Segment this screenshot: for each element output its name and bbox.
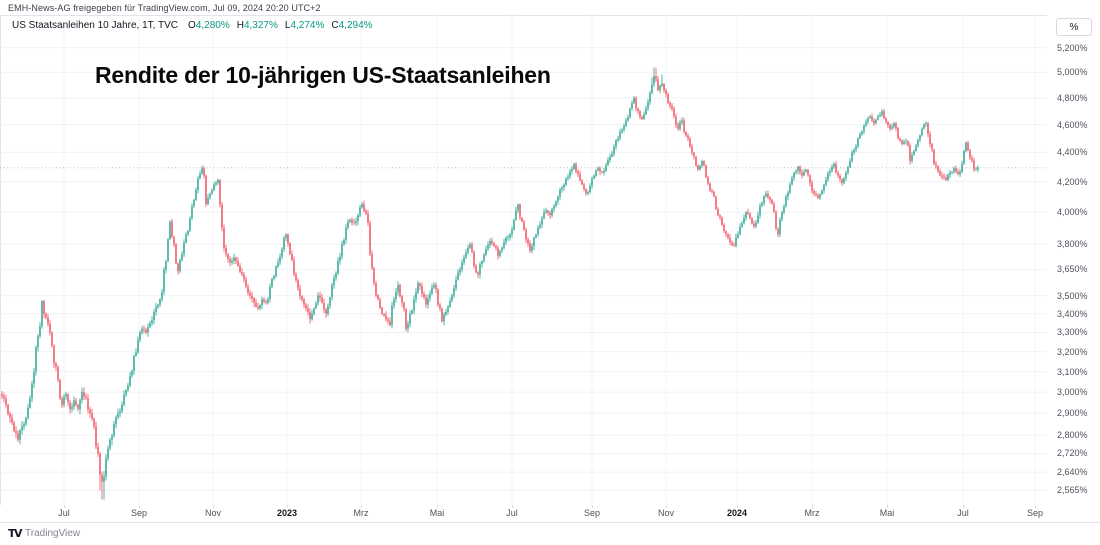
symbol-title: US Staatsanleihen 10 Jahre, 1T, TVC (12, 20, 179, 31)
time-tick-label: Nov (657, 508, 675, 518)
time-tick-mark (1035, 505, 1036, 508)
attribution-text: EMH-News-AG freigegeben für TradingView.… (8, 3, 321, 13)
time-tick-mark (963, 505, 964, 508)
price-tick-label: 2,800% (1057, 430, 1088, 440)
time-tick-label: Nov (204, 508, 222, 518)
tradingview-logo-link[interactable]: TV TradingView (8, 527, 80, 540)
price-tick-label: 3,300% (1057, 327, 1088, 337)
time-tick-mark (213, 505, 214, 508)
time-tick-label: Mai (879, 508, 895, 518)
ohlc-l: L4,274% (284, 20, 325, 31)
price-tick-label: 4,200% (1057, 177, 1088, 187)
price-tick-label: 3,650% (1057, 264, 1088, 274)
ohlc-h: H4,327% (236, 20, 278, 31)
time-tick-label: Jul (58, 508, 70, 518)
time-tick-label: Jul (957, 508, 969, 518)
time-tick-mark (592, 505, 593, 508)
time-tick-mark (437, 505, 438, 508)
frame-top (0, 15, 1100, 16)
price-axis[interactable]: % 5,200% 5,000% 4,800% 4,600% 4,400% 4,200% 4,… (1047, 15, 1100, 522)
price-tick-label: 4,600% (1057, 120, 1088, 130)
time-tick-label: Mrz (804, 508, 820, 518)
price-tick-label: 2,900% (1057, 408, 1088, 418)
time-tick-mark (361, 505, 362, 508)
time-tick-mark (666, 505, 667, 508)
price-tick-label: 2,565% (1057, 485, 1088, 495)
ohlc-o: O4,280% (188, 20, 230, 31)
frame-bottom (0, 522, 1100, 523)
time-tick-label: 2024 (726, 508, 748, 518)
time-tick-label: Jul (506, 508, 518, 518)
price-tick-label: 3,800% (1057, 239, 1088, 249)
time-tick-label: Mrz (353, 508, 369, 518)
time-tick-label: Sep (130, 508, 148, 518)
time-axis[interactable]: Jul Sep Nov 2023 Mrz Mai Jul Sep Nov 2024 Mrz Mai Ju… (0, 505, 1047, 522)
chart-headline: Rendite der 10-jährigen US-Staatsanleihe… (95, 62, 551, 88)
price-tick-label: 4,800% (1057, 93, 1088, 103)
time-tick-mark (64, 505, 65, 508)
time-tick-mark (812, 505, 813, 508)
time-tick-label: Sep (1026, 508, 1044, 518)
price-tick-label: 5,200% (1057, 43, 1088, 53)
price-tick-label: 5,000% (1057, 67, 1088, 77)
tradingview-brand-text: TradingView (25, 528, 81, 539)
time-tick-label: 2023 (276, 508, 298, 518)
time-tick-label: Mai (429, 508, 445, 518)
price-tick-label: 4,000% (1057, 207, 1088, 217)
symbol-legend: US Staatsanleihen 10 Jahre, 1T, TVC O4,28… (12, 20, 380, 31)
price-tick-label: 2,720% (1057, 448, 1088, 458)
time-tick-label: Sep (583, 508, 601, 518)
percent-scale-button[interactable]: % (1056, 18, 1092, 36)
time-tick-mark (287, 505, 288, 508)
price-tick-label: 3,500% (1057, 291, 1088, 301)
price-tick-label: 3,000% (1057, 387, 1088, 397)
tradingview-logo-icon: TV (8, 527, 23, 540)
price-tick-label: 2,640% (1057, 467, 1088, 477)
price-tick-label: 3,400% (1057, 309, 1088, 319)
time-tick-mark (737, 505, 738, 508)
time-tick-mark (139, 505, 140, 508)
time-tick-mark (512, 505, 513, 508)
price-tick-label: 4,400% (1057, 147, 1088, 157)
frame-left (0, 15, 1, 522)
time-tick-mark (887, 505, 888, 508)
ohlc-c: C4,294% (331, 20, 373, 31)
price-tick-label: 3,100% (1057, 367, 1088, 377)
price-tick-label: 3,200% (1057, 347, 1088, 357)
